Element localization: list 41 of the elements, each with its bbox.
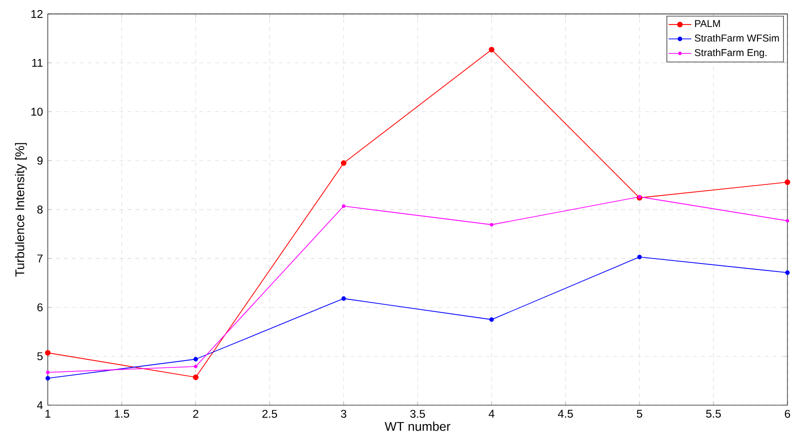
point (340, 160, 346, 166)
point (341, 296, 346, 301)
point (784, 179, 790, 185)
point (193, 356, 198, 362)
point (637, 254, 642, 260)
x-tick-label: 5 (636, 410, 642, 418)
y-tick-label: 6 (37, 303, 43, 312)
x-tick-label: 2.5 (262, 410, 278, 418)
point (194, 364, 198, 368)
legend-label: StrathFarm WFSim (694, 34, 779, 42)
point (46, 370, 50, 374)
y-axis-title: Turbulence Intensity [%] (15, 143, 27, 277)
y-tick-label: 7 (37, 254, 43, 262)
x-tick-label: 5.5 (706, 410, 721, 418)
y-tick-label: 9 (37, 156, 43, 165)
point (46, 376, 50, 381)
x-tick-label: 6 (784, 410, 790, 418)
y-tick-label: 10 (31, 108, 43, 116)
y-tick-label: 11 (32, 58, 43, 67)
point (488, 46, 494, 52)
y-tick-label: 8 (37, 206, 43, 214)
point (490, 222, 494, 226)
point (45, 350, 51, 356)
point (192, 374, 199, 380)
x-tick-label: 3.5 (410, 410, 425, 418)
x-tick-label: 1 (46, 410, 50, 418)
x-axis-title: WT number (384, 422, 450, 431)
point (342, 204, 346, 208)
point (786, 219, 790, 223)
point (785, 270, 790, 275)
legend-label: PALM (695, 20, 720, 28)
point (489, 317, 494, 322)
x-tick-label: 4.5 (558, 410, 573, 418)
x-tick-label: 2 (193, 410, 198, 418)
x-tick-label: 1.5 (114, 410, 130, 418)
y-tick-label: 12 (31, 10, 43, 18)
y-tick-label: 5 (37, 352, 43, 360)
legend-label: StrathFarm Eng. (694, 48, 766, 58)
y-tick-label: 4 (37, 401, 43, 410)
x-tick-label: 3 (340, 410, 346, 418)
x-tick-label: 4 (488, 410, 494, 418)
